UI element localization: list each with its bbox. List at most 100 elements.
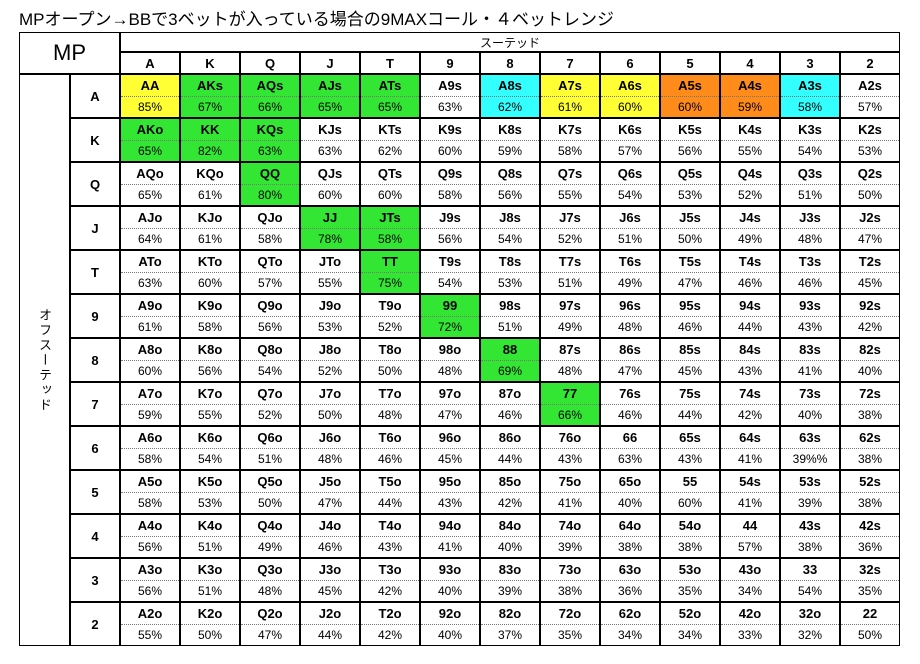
row-header: 4 (70, 514, 120, 558)
hand-percentage: 63% (421, 95, 479, 118)
hand-percentage: 65% (121, 139, 179, 162)
hand-name: 65s (679, 429, 701, 445)
hand-cell: 95s 46% (660, 294, 720, 338)
hand-percentage: 45% (661, 359, 719, 382)
hand-cell: 75s 44% (660, 382, 720, 426)
hand-percentage: 63% (301, 139, 359, 162)
hand-cell: A2s 57% (840, 74, 900, 118)
hand-name: KJo (197, 209, 223, 225)
hand-cell: Q2s 50% (840, 162, 900, 206)
hand-cell: AQo 65% (120, 162, 180, 206)
hand-percentage: 35% (661, 579, 719, 602)
hand-name: J9o (318, 297, 342, 313)
hand-percentage: 44% (301, 623, 359, 646)
hand-name: Q2o (257, 605, 283, 621)
hand-percentage: 58% (121, 491, 179, 514)
hand-cell: T3s 46% (780, 250, 840, 294)
hand-percentage: 41% (421, 535, 479, 558)
hand-cell: T7o 48% (360, 382, 420, 426)
hand-name: T8o (378, 341, 402, 357)
hand-percentage: 48% (421, 359, 479, 382)
hand-percentage: 38% (841, 491, 899, 514)
hand-percentage: 66% (541, 403, 599, 426)
hand-percentage: 43% (361, 535, 419, 558)
hand-cell: 74o 39% (540, 514, 600, 558)
hand-percentage: 50% (841, 623, 899, 646)
hand-name: KTs (378, 121, 402, 137)
hand-name: K4s (738, 121, 762, 137)
hand-name: 83o (498, 561, 522, 577)
hand-percentage: 42% (361, 623, 419, 646)
hand-cell: ATo 63% (120, 250, 180, 294)
hand-cell: T6o 46% (360, 426, 420, 470)
hand-percentage: 60% (181, 271, 239, 294)
hand-name: Q9o (257, 297, 283, 313)
hand-cell: 76s 46% (600, 382, 660, 426)
hand-percentage: 39% (541, 535, 599, 558)
hand-percentage: 41% (721, 447, 779, 470)
hand-name: QJo (257, 209, 283, 225)
hand-percentage: 63% (601, 447, 659, 470)
hand-name: K9o (197, 297, 223, 313)
hand-name: 63o (618, 561, 642, 577)
hand-cell: J5s 50% (660, 206, 720, 250)
hand-percentage: 59% (481, 139, 539, 162)
hand-percentage: 52% (301, 359, 359, 382)
hand-cell: Q5o 50% (240, 470, 300, 514)
hand-name: AKs (196, 77, 223, 93)
hand-cell: 53s 39% (780, 470, 840, 514)
hand-name: 63s (799, 429, 821, 445)
hand-cell: 64s 41% (720, 426, 780, 470)
hand-name: Q5o (257, 473, 283, 489)
hand-name: 75o (558, 473, 582, 489)
hand-name: QTo (257, 253, 283, 269)
hand-percentage: 60% (421, 139, 479, 162)
hand-percentage: 58% (781, 95, 839, 118)
hand-name: J2s (859, 209, 881, 225)
row-header: A (70, 74, 120, 118)
hand-cell: Q3s 51% (780, 162, 840, 206)
hand-cell: 33 54% (780, 558, 840, 602)
hand-name: JTo (318, 253, 342, 269)
hand-cell: K3s 54% (780, 118, 840, 162)
hand-name: 88 (502, 341, 518, 357)
hand-name: A2s (858, 77, 882, 93)
hand-name: 65o (618, 473, 642, 489)
hand-percentage: 50% (301, 403, 359, 426)
hand-name: A4o (137, 517, 163, 533)
hand-cell: Q4s 52% (720, 162, 780, 206)
hand-cell: 92s 42% (840, 294, 900, 338)
hand-percentage: 38% (781, 535, 839, 558)
column-header: 3 (780, 52, 840, 74)
hand-name: Q5s (677, 165, 703, 181)
hand-percentage: 46% (781, 271, 839, 294)
row-header: Q (70, 162, 120, 206)
hand-cell: A3s 58% (780, 74, 840, 118)
hand-cell: Q6o 51% (240, 426, 300, 470)
hand-cell: 52s 38% (840, 470, 900, 514)
hand-cell: 32o 32% (780, 602, 840, 646)
hand-percentage: 34% (601, 623, 659, 646)
hand-percentage: 42% (721, 403, 779, 426)
hand-name: AA (140, 77, 160, 93)
hand-percentage: 44% (481, 447, 539, 470)
hand-cell: T8s 53% (480, 250, 540, 294)
hand-cell: 42s 36% (840, 514, 900, 558)
hand-name: J9s (439, 209, 461, 225)
hand-percentage: 62% (361, 139, 419, 162)
hand-cell: K8s 59% (480, 118, 540, 162)
hand-cell: T6s 49% (600, 250, 660, 294)
hand-name: 85o (498, 473, 522, 489)
hand-percentage: 60% (361, 183, 419, 206)
hand-cell: 74s 42% (720, 382, 780, 426)
hand-name: T7s (558, 253, 582, 269)
hand-percentage: 58% (121, 447, 179, 470)
hand-name: 75s (679, 385, 701, 401)
hand-percentage: 39%% (781, 447, 839, 470)
column-header: 5 (660, 52, 720, 74)
hand-name: A8s (498, 77, 522, 93)
hand-cell: A9o 61% (120, 294, 180, 338)
hand-cell: Q6s 54% (600, 162, 660, 206)
hand-name: K4o (197, 517, 223, 533)
hand-name: 62s (859, 429, 881, 445)
